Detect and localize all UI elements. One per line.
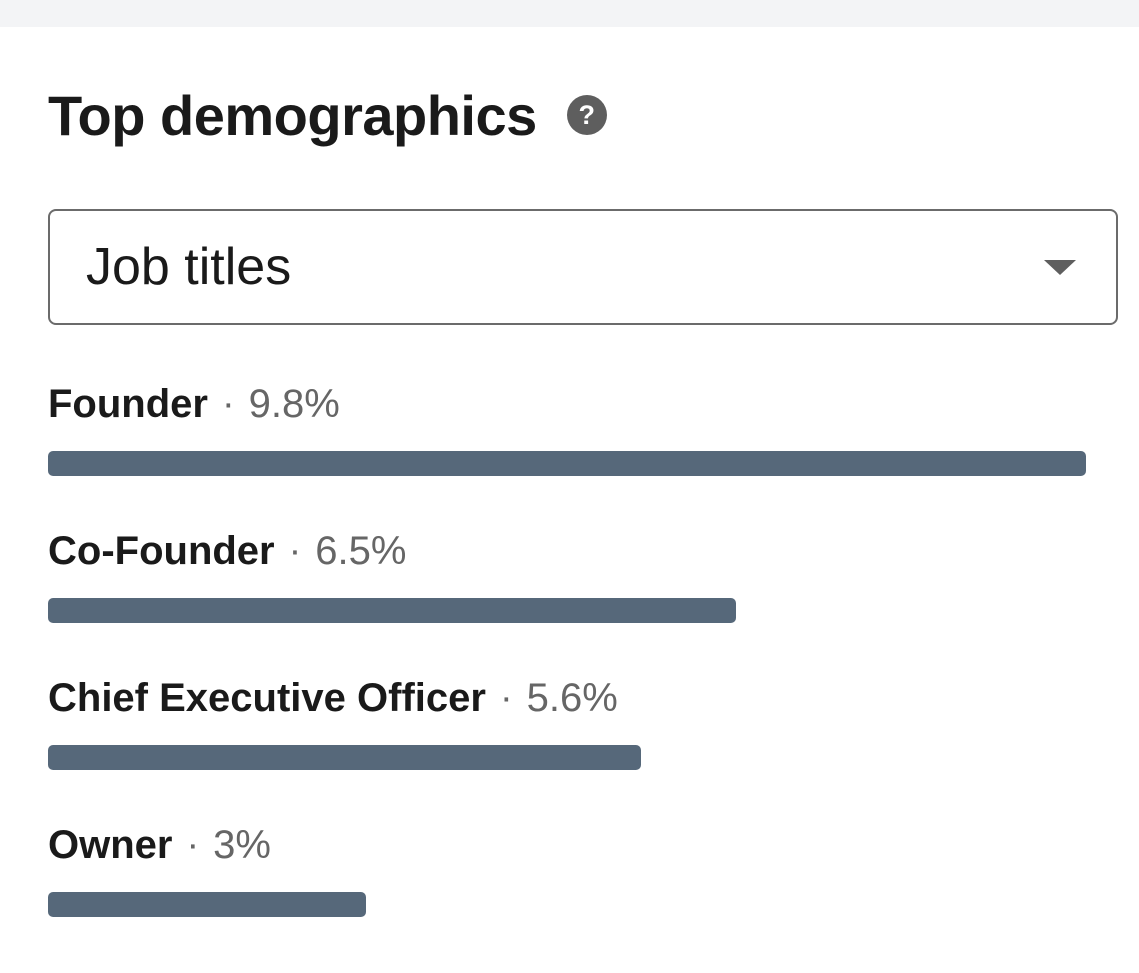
demographic-bar-track [48,892,1086,917]
demographic-bar-track [48,745,1086,770]
demographic-type-select[interactable]: Job titles [48,209,1118,325]
demographic-label: Chief Executive Officer · 5.6% [48,671,618,725]
demographic-row: Co-Founder · 6.5% [48,524,1088,671]
demographic-name: Chief Executive Officer [48,675,486,720]
demographic-bar-track [48,451,1086,476]
top-divider [0,0,1139,27]
demographic-percent: 5.6% [526,675,618,720]
demographic-label: Co-Founder · 6.5% [48,524,406,578]
demographic-bar-track [48,598,1086,623]
demographic-label: Owner · 3% [48,818,271,872]
demographic-bar [48,745,642,770]
separator-dot: · [221,382,235,425]
demographic-bar [48,451,1086,476]
demographics-list: Founder · 9.8% Co-Founder · 6.5% Chief Executi… [48,377,1088,965]
panel-title: Top demographics [48,83,537,147]
separator-dot: · [186,823,200,866]
help-icon[interactable]: ? [566,95,607,135]
demographic-name: Owner [48,822,173,867]
demographic-percent: 6.5% [315,528,407,573]
demographic-bar [48,892,366,917]
separator-dot: · [499,676,513,719]
caret-down-icon [1044,260,1076,275]
demographic-row: Founder · 9.8% [48,377,1088,524]
demographic-name: Founder [48,381,208,426]
demographic-label: Founder · 9.8% [48,377,340,431]
demographic-percent: 3% [213,822,271,867]
demographic-bar [48,598,737,623]
panel-header: Top demographics ? [48,78,607,152]
demographic-name: Co-Founder [48,528,275,573]
demographic-percent: 9.8% [248,381,340,426]
demographic-row: Owner · 3% [48,818,1088,965]
separator-dot: · [288,529,302,572]
demographic-row: Chief Executive Officer · 5.6% [48,671,1088,818]
select-value: Job titles [86,238,292,296]
